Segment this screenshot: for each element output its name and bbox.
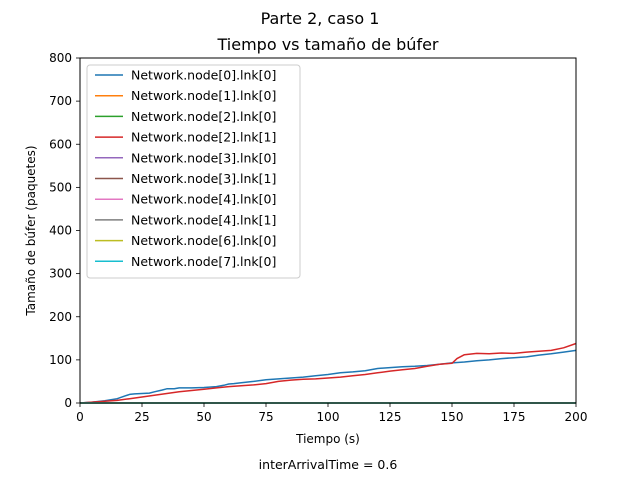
x-tick-label: 175 [503,410,526,424]
figure-suptitle: Parte 2, caso 1 [261,9,380,28]
x-tick-label: 0 [76,410,84,424]
y-tick-label: 200 [49,310,72,324]
x-tick-label: 75 [258,410,273,424]
series-line-3 [79,342,577,404]
legend-frame [86,64,301,279]
y-tick-label: 700 [49,94,72,108]
legend-items: Network.node[0].lnk[0] Network.node[1].ln… [95,68,276,269]
legend-label-7: Network.node[4].lnk[1] [131,212,276,227]
legend-label-0: Network.node[0].lnk[0] [131,68,276,83]
legend-label-4: Network.node[3].lnk[0] [131,150,276,165]
x-tick-label: 150 [441,410,464,424]
chart-title: Tiempo vs tamaño de búfer [217,35,439,54]
x-tick-label: 100 [317,410,340,424]
legend-label-6: Network.node[4].lnk[0] [131,192,276,207]
x-tick-label: 200 [565,410,588,424]
y-axis-label: Tamaño de búfer (paquetes) [24,145,38,316]
x-axis: 0 25 50 75 100 125 150 175 200 [76,403,587,424]
legend-label-1: Network.node[1].lnk[0] [131,88,276,103]
series-line-0 [79,349,577,404]
y-tick-label: 100 [49,353,72,367]
x-tick-label: 25 [134,410,149,424]
y-tick-label: 800 [49,51,72,65]
figure-caption: interArrivalTime = 0.6 [259,457,398,472]
y-tick-label: 0 [64,396,72,410]
y-tick-label: 300 [49,267,72,281]
x-tick-label: 50 [196,410,211,424]
y-axis: 0 100 200 300 400 500 600 700 800 [49,51,80,410]
legend-label-8: Network.node[6].lnk[0] [131,233,276,248]
legend-label-2: Network.node[2].lnk[0] [131,109,276,124]
y-tick-label: 500 [49,180,72,194]
legend-label-9: Network.node[7].lnk[0] [131,254,276,269]
legend: Network.node[0].lnk[0] Network.node[1].ln… [86,64,301,279]
legend-label-3: Network.node[2].lnk[1] [131,130,276,145]
y-tick-label: 400 [49,224,72,238]
legend-label-5: Network.node[3].lnk[1] [131,171,276,186]
x-tick-label: 125 [379,410,402,424]
x-axis-label: Tiempo (s) [295,432,360,446]
y-tick-label: 600 [49,137,72,151]
